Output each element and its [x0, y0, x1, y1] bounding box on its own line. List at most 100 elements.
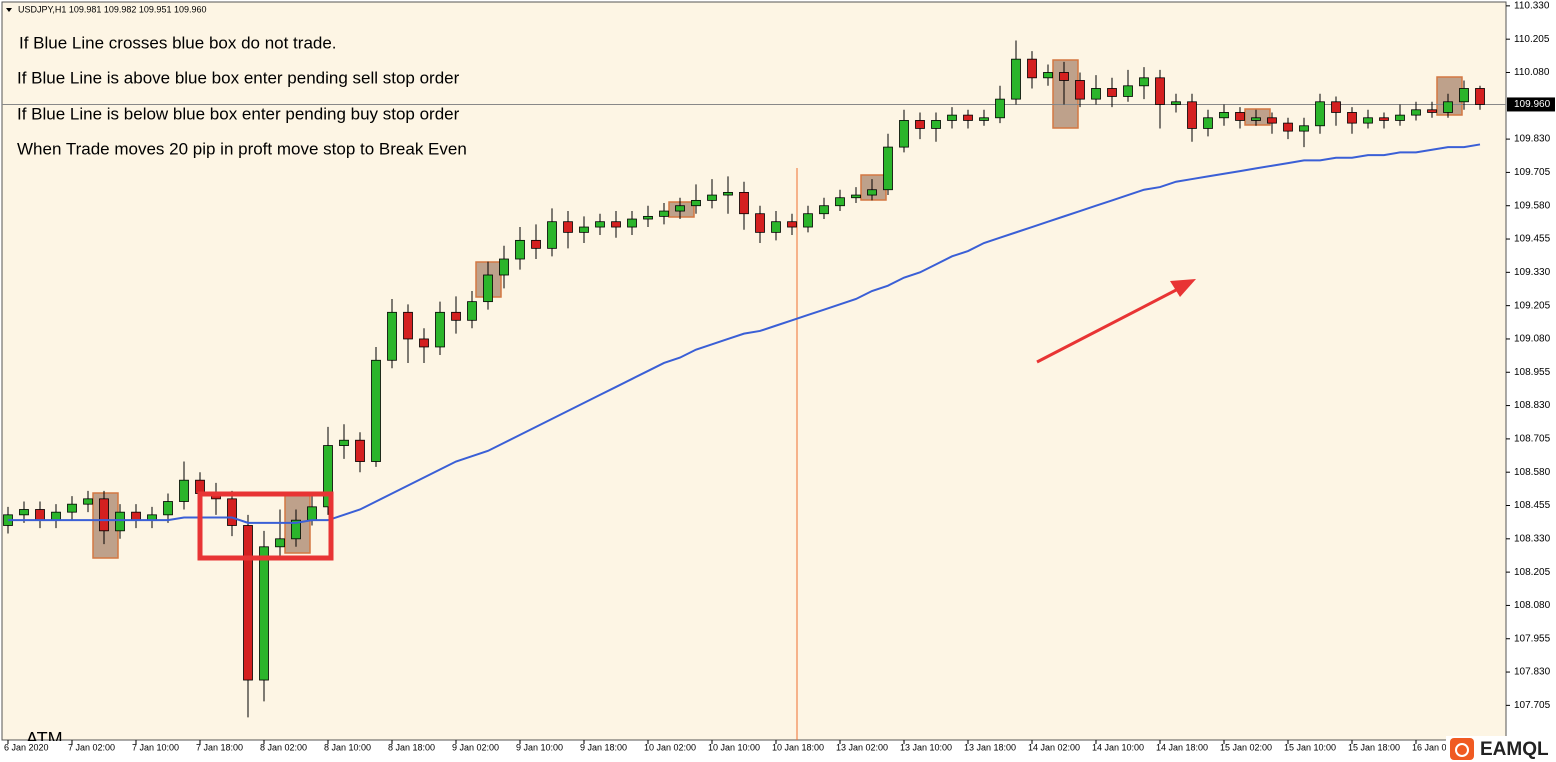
y-tick-label: 109.455	[1514, 234, 1551, 245]
candle-body	[1459, 88, 1469, 103]
candle-body	[259, 546, 269, 681]
annotation: When Trade moves 20 pip in proft move st…	[17, 139, 467, 158]
candle-body	[51, 511, 61, 521]
x-tick-label: 7 Jan 02:00	[68, 742, 115, 752]
candle-body	[563, 221, 573, 233]
candle-body	[1299, 125, 1309, 132]
x-tick-label: 9 Jan 02:00	[452, 742, 499, 752]
logo-text: EAMQL	[1480, 739, 1549, 760]
annotation: If Blue Line crosses blue box do not tra…	[19, 33, 337, 52]
candle-body	[227, 498, 237, 526]
candle-body	[1235, 112, 1245, 121]
candle-body	[691, 199, 701, 207]
annotation: If Blue Line is above blue box enter pen…	[17, 68, 460, 87]
x-tick-label: 9 Jan 18:00	[580, 742, 627, 752]
zones	[92, 59, 1463, 559]
candle-body	[979, 117, 989, 121]
header: USDJPY,H1 109.981 109.982 109.951 109.96…	[18, 4, 207, 14]
candle-body	[99, 498, 109, 532]
x-tick-label: 7 Jan 18:00	[196, 742, 243, 752]
candle-body	[1203, 117, 1213, 129]
y-tick-label: 110.330	[1514, 1, 1550, 12]
candle-body	[1123, 85, 1133, 97]
y-tick-label: 108.205	[1514, 567, 1551, 578]
candle-body	[387, 311, 397, 361]
y-tick-label: 108.455	[1514, 500, 1551, 511]
candle-body	[1251, 117, 1261, 121]
candle-body	[1475, 88, 1485, 105]
y-tick-label: 109.705	[1514, 167, 1551, 178]
candle-body	[323, 445, 333, 508]
candle-body	[1427, 109, 1437, 113]
candle-body	[275, 538, 285, 548]
candle-body	[883, 146, 893, 191]
candle-body	[355, 439, 365, 462]
x-tick-label: 8 Jan 10:00	[324, 742, 371, 752]
candle-body	[1139, 77, 1149, 87]
plot	[2, 40, 1506, 718]
x-tick-label: 10 Jan 02:00	[644, 742, 696, 752]
candle-body	[675, 205, 685, 212]
y-tick-label: 109.205	[1514, 300, 1551, 311]
candle-body	[771, 221, 781, 233]
candle-body	[1187, 101, 1197, 129]
y-tick-label: 107.830	[1514, 667, 1551, 678]
zone-box	[1052, 59, 1079, 129]
y-tick-label: 107.705	[1514, 700, 1551, 711]
candle-body	[483, 274, 493, 303]
zone-box	[1244, 108, 1271, 126]
candle-body	[163, 501, 173, 516]
y-tick-label: 109.080	[1514, 334, 1551, 345]
candle-body	[19, 509, 29, 516]
candle-body	[83, 498, 93, 505]
candle-body	[851, 194, 861, 199]
x-tick-label: 13 Jan 02:00	[836, 742, 888, 752]
current-price-label: 109.960	[1514, 99, 1551, 110]
candle-body	[339, 439, 349, 446]
logo: EAMQL	[1446, 736, 1556, 762]
current-price-box	[1507, 97, 1555, 112]
x-tick-label: 10 Jan 10:00	[708, 742, 760, 752]
candle-body	[787, 221, 797, 228]
candle-body	[1027, 58, 1037, 79]
arrow	[1036, 279, 1196, 364]
logo-icon	[1450, 738, 1474, 760]
candle-body	[611, 221, 621, 228]
candle-body	[1091, 88, 1101, 100]
moving-average	[8, 143, 1481, 524]
candle-body	[579, 226, 589, 233]
y-tick-label: 108.330	[1514, 533, 1551, 544]
candle-body	[1267, 117, 1277, 124]
x-tick-label: 8 Jan 18:00	[388, 742, 435, 752]
candle-body	[179, 479, 189, 502]
candle-body	[739, 191, 749, 215]
candle-body	[1411, 109, 1421, 116]
y-tick-label: 108.080	[1514, 600, 1551, 611]
candle-body	[899, 120, 909, 148]
candle-body	[291, 519, 301, 540]
y-tick-label: 107.955	[1514, 633, 1551, 644]
candle-body	[1171, 101, 1181, 105]
candle-body	[595, 221, 605, 228]
candle-body	[643, 215, 653, 220]
candle-body	[915, 120, 925, 129]
y-tick-label: 108.830	[1514, 400, 1551, 411]
candle-body	[723, 191, 733, 196]
logo-icon-ring	[1455, 743, 1469, 757]
x-tick-label: 14 Jan 10:00	[1092, 742, 1144, 752]
x-tick-label: 13 Jan 10:00	[900, 742, 952, 752]
candle-body	[435, 311, 445, 348]
candle-body	[371, 359, 381, 462]
candle-body	[35, 509, 45, 521]
x-tick-label: 6 Jan 2020	[4, 742, 49, 752]
candle-body	[419, 338, 429, 348]
candle-body	[803, 213, 813, 228]
candle-body	[467, 301, 477, 321]
candle-body	[707, 194, 717, 201]
x-tick-label: 7 Jan 10:00	[132, 742, 179, 752]
candle-body	[1155, 77, 1165, 105]
candle-body	[1283, 122, 1293, 132]
candle-body	[115, 511, 125, 532]
y-tick-label: 110.080	[1514, 67, 1550, 78]
